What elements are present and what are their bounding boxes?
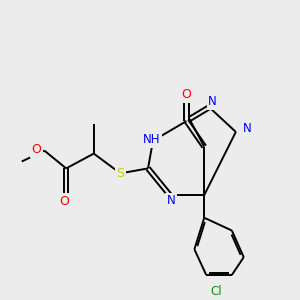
Text: N: N (167, 194, 176, 208)
Text: N: N (243, 122, 252, 135)
Text: N: N (208, 95, 217, 108)
Text: NH: NH (143, 133, 160, 146)
Text: Cl: Cl (210, 285, 222, 298)
Text: O: O (182, 88, 191, 101)
Text: O: O (60, 195, 70, 208)
Text: S: S (116, 167, 124, 180)
Text: O: O (32, 143, 41, 156)
